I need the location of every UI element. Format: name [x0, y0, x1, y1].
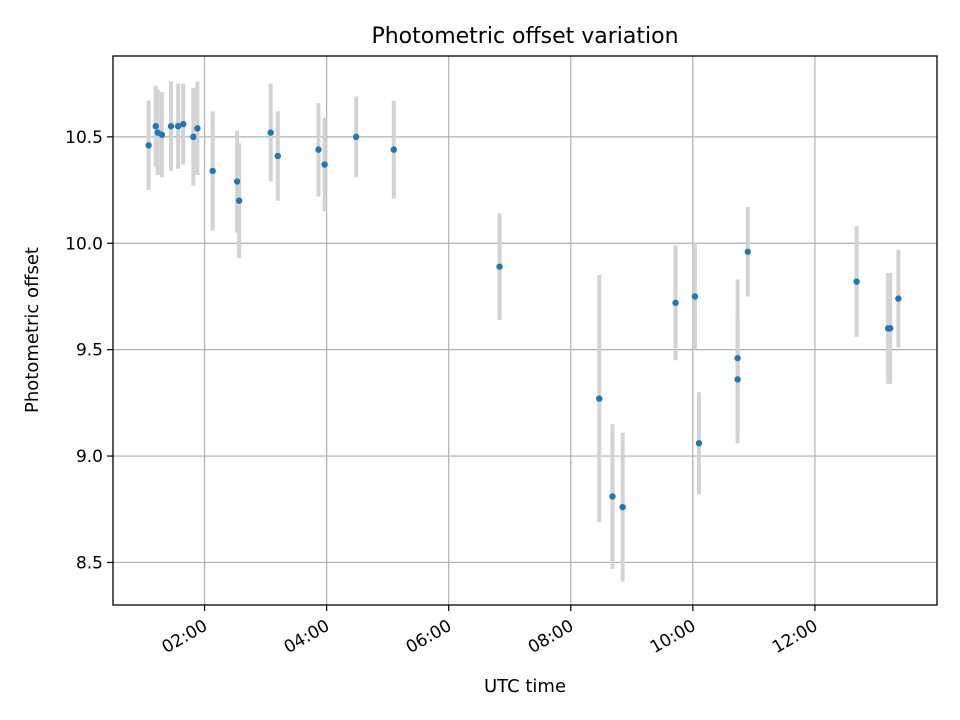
data-point: [390, 146, 397, 153]
data-point: [233, 178, 241, 185]
data-point: [596, 395, 603, 402]
data-point: [194, 125, 201, 132]
y-tick-label: 8.5: [76, 553, 103, 573]
data-point: [887, 325, 894, 332]
y-tick-label: 10.5: [65, 128, 103, 148]
data-point: [267, 129, 274, 136]
y-axis-label: Photometric offset: [22, 247, 43, 413]
data-point: [496, 263, 503, 270]
data-point: [352, 133, 360, 141]
data-point: [744, 248, 751, 255]
data-point: [609, 493, 616, 500]
x-axis-label: UTC time: [484, 676, 566, 697]
data-point: [167, 123, 175, 130]
data-point: [174, 123, 182, 130]
data-point: [321, 161, 328, 168]
plot-frame: [112, 55, 938, 606]
data-point: [853, 278, 860, 285]
y-tick-label: 9.0: [76, 447, 103, 467]
data-point: [895, 295, 902, 302]
data-points: [145, 120, 902, 511]
data-point: [734, 354, 741, 362]
grid: [113, 56, 937, 605]
y-tick-label: 9.5: [76, 341, 103, 361]
data-point: [274, 152, 281, 160]
data-point: [158, 131, 166, 138]
data-point: [315, 146, 322, 153]
data-point: [145, 142, 152, 149]
data-point: [691, 293, 699, 300]
data-point: [695, 440, 703, 447]
data-point: [235, 197, 243, 204]
data-point: [209, 167, 216, 175]
y-tick-label: 10.0: [65, 234, 103, 254]
data-point: [152, 123, 159, 130]
data-point: [619, 503, 626, 511]
chart-title: Photometric offset variation: [371, 24, 678, 49]
y-axis-ticks: 8.5 9.0 9.5 10.0 10.5: [65, 128, 113, 573]
data-point: [734, 376, 741, 383]
data-point: [190, 133, 197, 141]
data-point: [672, 299, 679, 307]
data-point: [179, 120, 187, 128]
